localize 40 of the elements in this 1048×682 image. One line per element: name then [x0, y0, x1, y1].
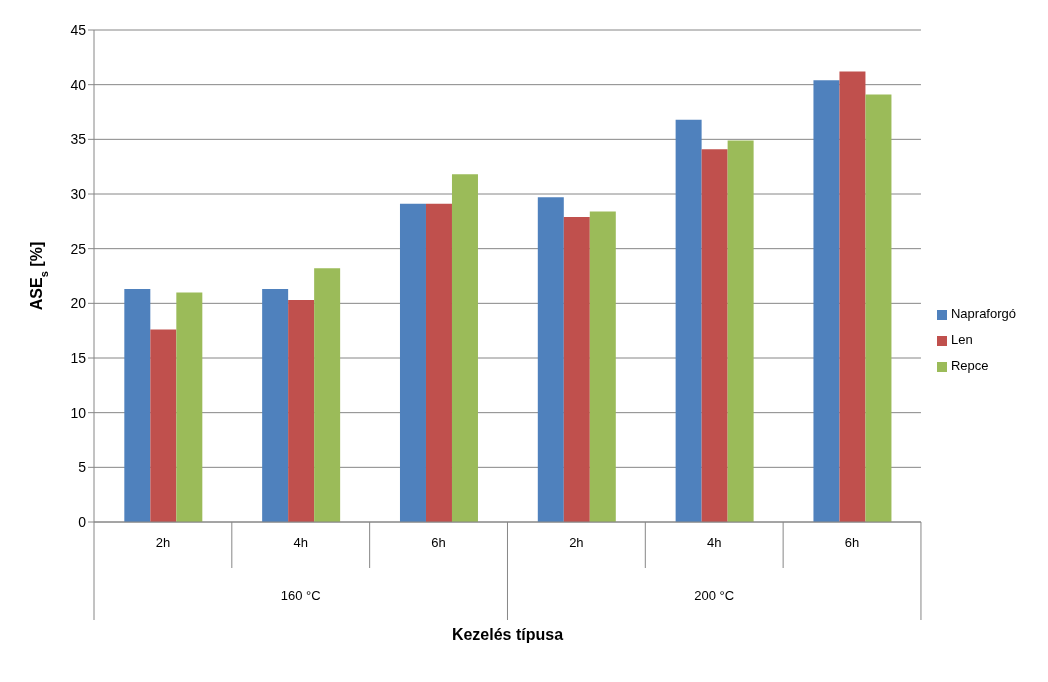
bar: [701, 149, 728, 522]
bar: [839, 71, 866, 522]
bar: [425, 203, 452, 522]
legend-label: Repce: [950, 358, 989, 373]
bar: [675, 119, 702, 522]
bar: [314, 268, 341, 522]
y-tick-label: 15: [70, 349, 87, 366]
bar: [537, 197, 564, 522]
bar: [589, 211, 616, 522]
y-tick-label: 40: [70, 76, 87, 93]
y-tick-label: 5: [78, 459, 87, 476]
y-tick-label: 35: [70, 131, 87, 148]
bar: [176, 292, 203, 522]
y-tick-label: 30: [70, 185, 87, 202]
text: 200 °C: [694, 588, 735, 603]
y-tick-label: 45: [70, 21, 87, 38]
y-tick-label: 25: [70, 240, 87, 257]
bar: [865, 94, 892, 522]
bar: [727, 140, 754, 522]
x-tick-label: 4h: [706, 535, 722, 550]
text: 160 °C: [280, 588, 321, 603]
x-axis-title: Kezelés típusa: [451, 626, 564, 643]
bar: [288, 300, 315, 522]
bar: [124, 289, 151, 522]
x-tick-label: 2h: [569, 535, 584, 550]
bar: [399, 203, 426, 522]
bar: [150, 329, 177, 522]
legend-label: Len: [950, 332, 973, 347]
x-tick-label: 6h: [844, 535, 860, 550]
legend-label: Napraforgó: [950, 306, 1016, 321]
bar: [262, 289, 289, 522]
y-tick-label: 20: [70, 295, 87, 312]
x-tick-label: 6h: [431, 535, 446, 550]
x-tick-label: 4h: [293, 535, 308, 550]
bar: [451, 174, 478, 522]
bar: [813, 80, 840, 522]
y-tick-label: 0: [78, 513, 87, 530]
x-tick-label: 2h: [155, 535, 171, 550]
y-tick-label: 10: [70, 404, 87, 421]
bar: [563, 216, 590, 522]
